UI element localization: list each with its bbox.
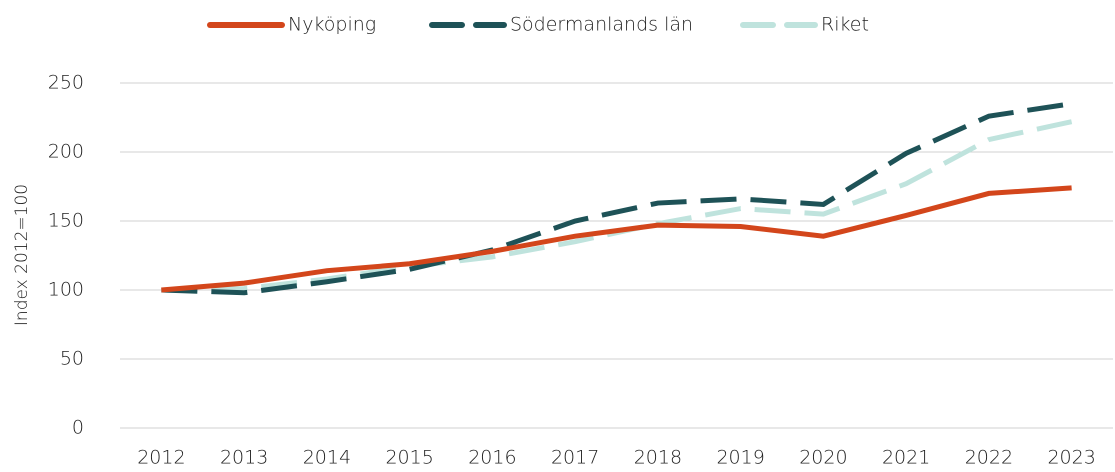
y-tick-label: 200 (48, 141, 84, 163)
x-tick-label: 2019 (716, 447, 764, 469)
x-tick-label: 2016 (468, 447, 516, 469)
y-tick-label: 0 (72, 417, 84, 439)
x-tick-label: 2020 (799, 447, 847, 469)
x-tick-label: 2014 (303, 447, 351, 469)
line (161, 185, 1072, 293)
x-tick-label: 2021 (882, 447, 930, 469)
y-axis-label: Index 2012=100 (12, 184, 32, 326)
x-tick-label: 2012 (137, 447, 185, 469)
x-tick-label: 2018 (634, 447, 682, 469)
y-tick-label: 100 (48, 279, 84, 301)
y-tick-label: 50 (60, 348, 84, 370)
x-tick-label: 2022 (965, 447, 1013, 469)
x-tick-label: 2023 (1047, 447, 1095, 469)
x-tick-label: 2017 (551, 447, 599, 469)
x-tick-label: 2015 (385, 447, 433, 469)
legend-label: Nyköping (288, 14, 376, 36)
x-tick-label: 2013 (220, 447, 268, 469)
legend-label: Riket (821, 14, 869, 36)
legend-label: Södermanlands län (510, 14, 693, 36)
y-tick-label: 150 (48, 210, 84, 232)
y-tick-label: 250 (48, 72, 84, 94)
line (161, 101, 1073, 296)
